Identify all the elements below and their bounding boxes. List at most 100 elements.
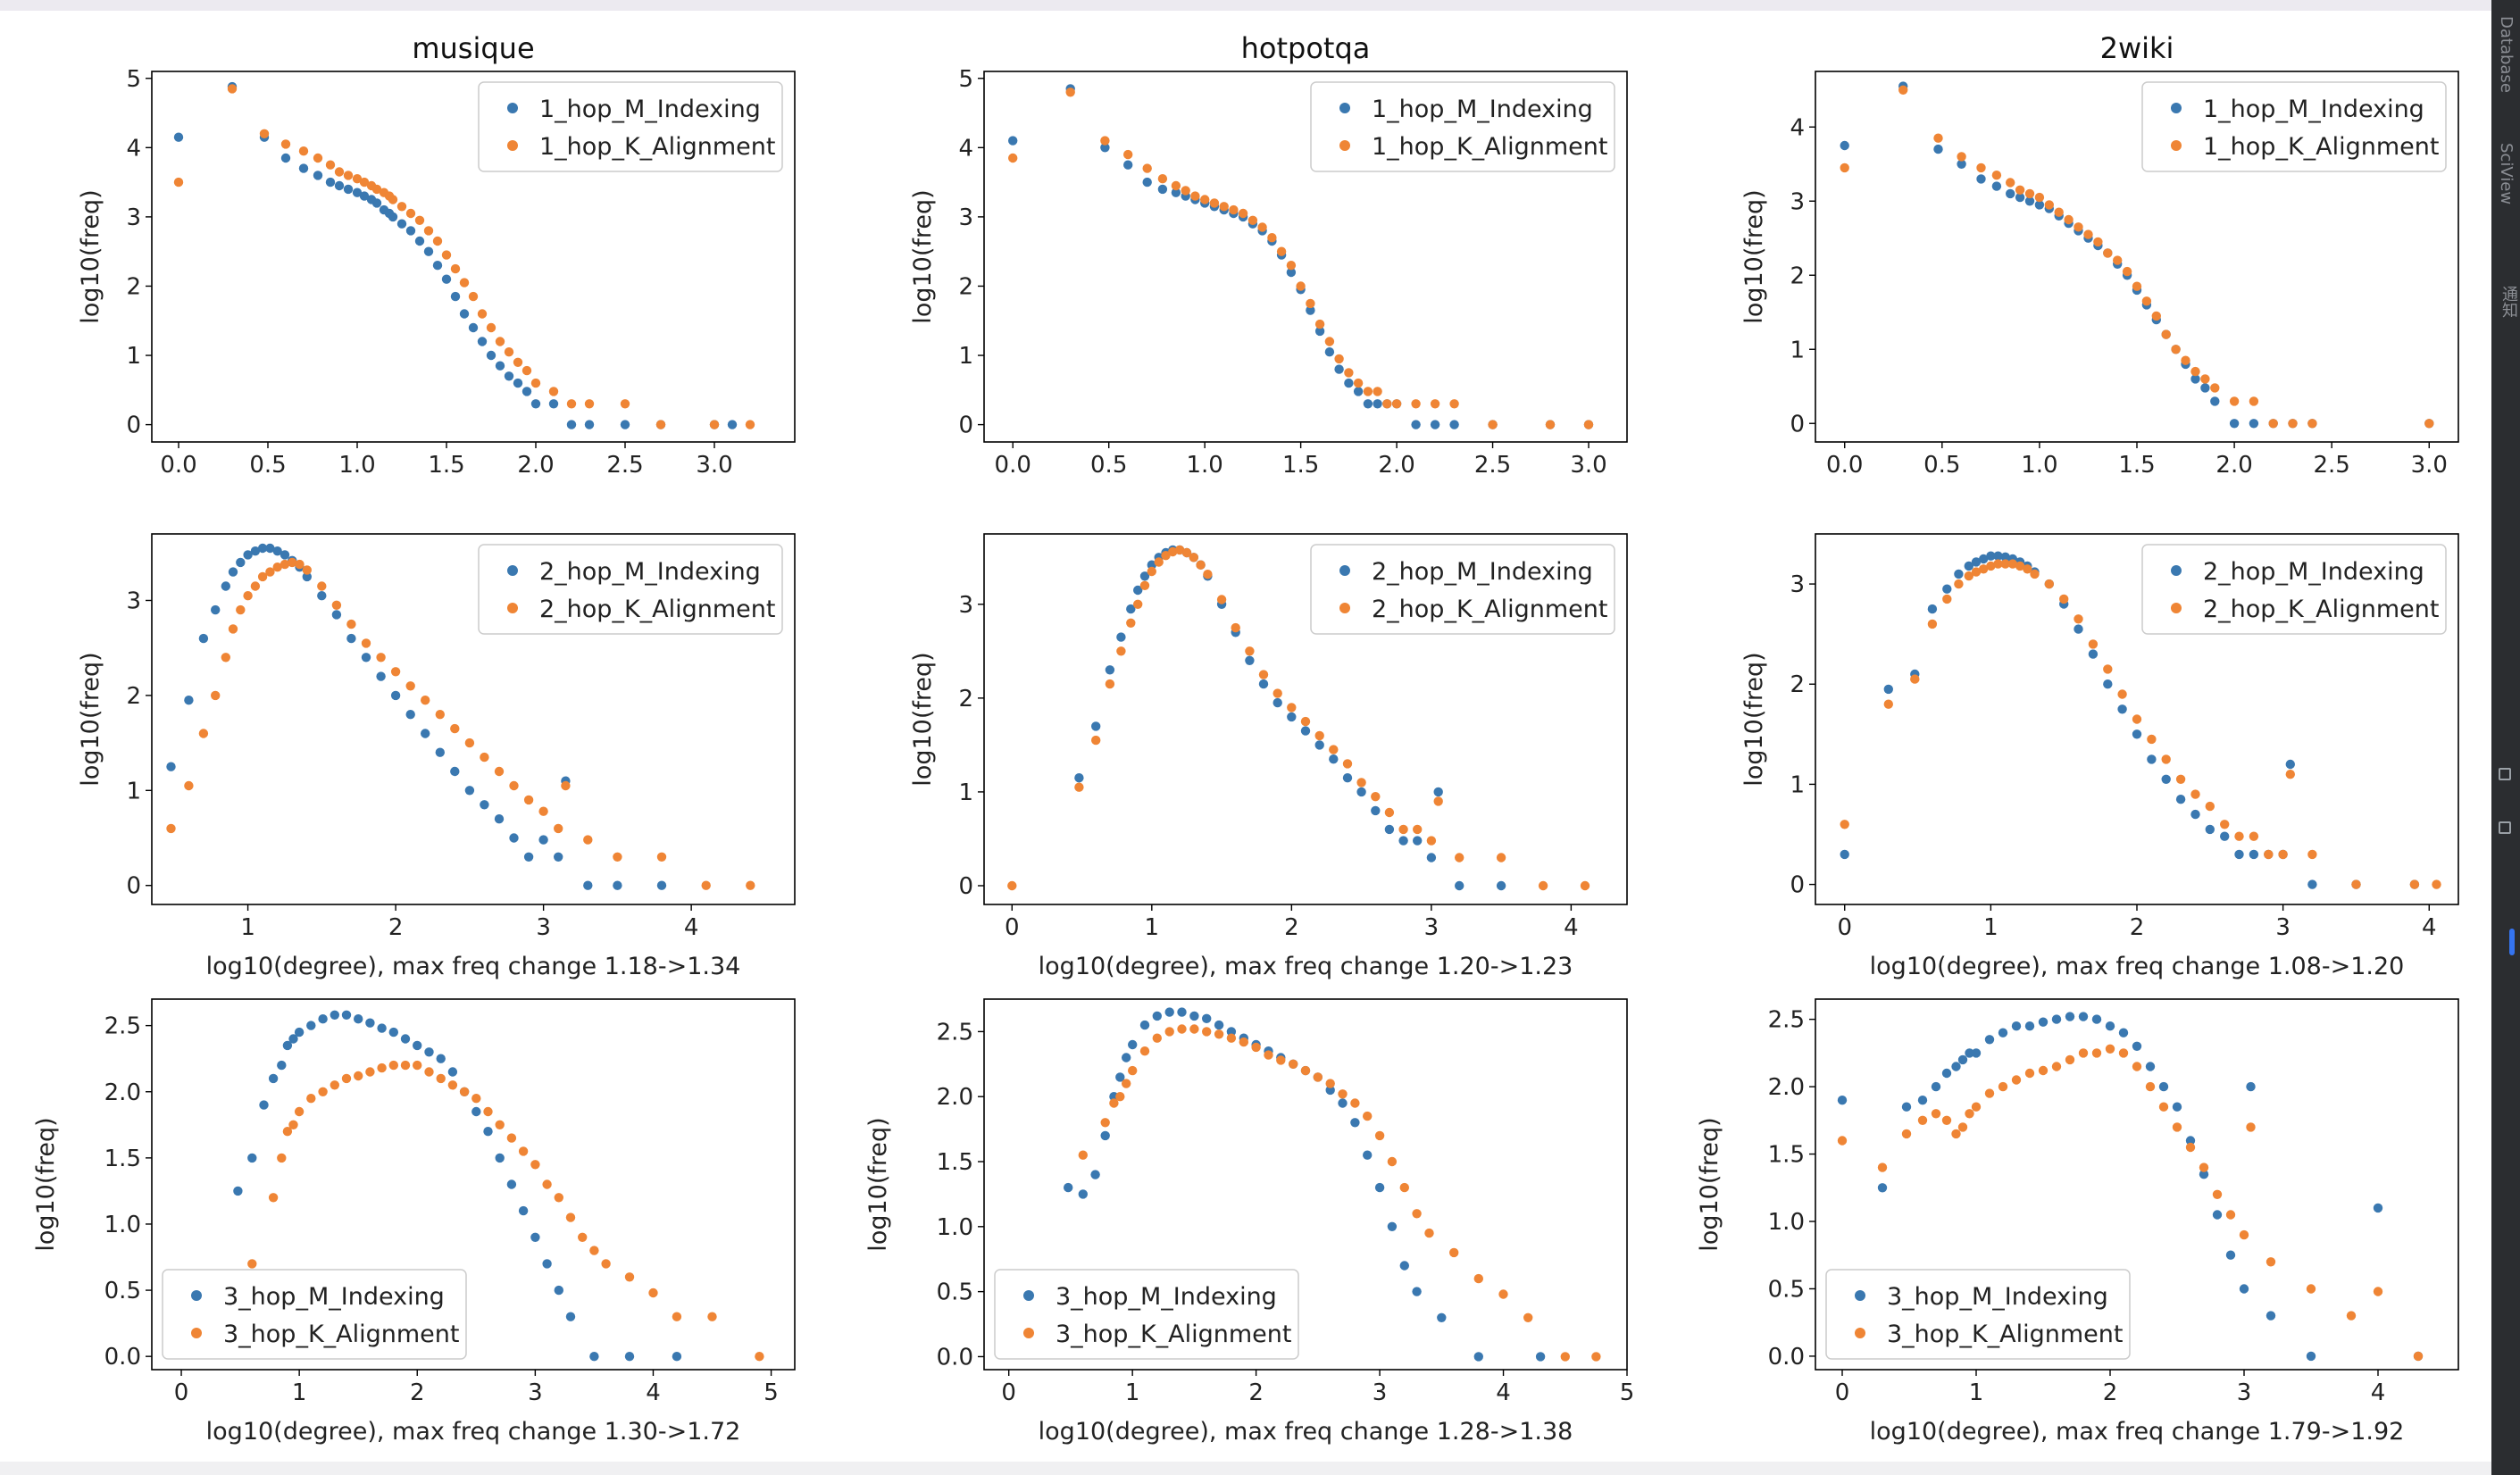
y-tick-label: 1.0 [937, 1214, 973, 1241]
series-indexing [166, 543, 667, 890]
x-axis-label: log10(degree), max freq change 1.20->1.2… [1039, 953, 1573, 980]
data-point [2234, 849, 2244, 860]
data-point [1219, 202, 1229, 212]
y-tick-label: 4 [1790, 114, 1805, 141]
legend-marker [1339, 603, 1350, 613]
panel-icon[interactable] [2499, 768, 2511, 780]
data-point [1257, 222, 1267, 232]
data-point [405, 226, 416, 236]
data-point [1993, 559, 2003, 569]
data-point [2249, 849, 2259, 860]
data-point [1353, 378, 1364, 388]
data-point [1171, 180, 1181, 191]
data-point [288, 1034, 298, 1044]
sciview-tool-tab[interactable]: SciView [2497, 143, 2516, 205]
data-point [1334, 354, 1344, 364]
y-tick-label: 0.0 [104, 1344, 141, 1371]
data-point [1411, 420, 1421, 429]
y-tick-label: 3 [958, 592, 973, 619]
data-point [1545, 420, 1556, 429]
data-point [1342, 773, 1353, 783]
data-point [414, 215, 425, 225]
data-point [1074, 782, 1084, 792]
series-alignment [1008, 88, 1594, 429]
data-point [495, 361, 505, 371]
data-point [405, 681, 415, 691]
data-point [423, 246, 434, 256]
y-tick-label: 3 [126, 204, 141, 231]
database-tool-tab[interactable]: Database [2497, 16, 2516, 93]
data-point [435, 710, 445, 720]
data-point [295, 559, 305, 570]
data-point [471, 1094, 481, 1104]
data-point [450, 723, 460, 734]
data-point [268, 1193, 279, 1203]
axes-frame [983, 533, 1628, 905]
data-point [583, 880, 593, 890]
x-axis-label: log10(degree), max freq change 1.18->1.3… [206, 953, 741, 980]
data-point [554, 823, 563, 834]
data-point [2239, 1229, 2249, 1240]
data-point [707, 1312, 717, 1321]
data-point [2000, 559, 2010, 569]
data-point [2103, 679, 2113, 689]
data-point [1971, 1102, 1982, 1112]
data-point [359, 177, 370, 188]
layout-icon[interactable] [2499, 821, 2511, 834]
x-tick-label: 2 [2130, 914, 2145, 941]
data-point [236, 557, 246, 568]
notifications-tool-tab[interactable]: 通知 [2499, 286, 2518, 318]
data-point [2091, 1048, 2102, 1058]
data-point [601, 1259, 611, 1269]
x-tick-label: 0.0 [995, 452, 1031, 479]
data-point [1105, 665, 1115, 675]
data-point [2172, 1102, 2182, 1112]
x-tick-label: 2.0 [2215, 452, 2252, 479]
y-tick-label: 0 [958, 873, 973, 900]
x-tick-label: 0 [174, 1379, 189, 1406]
data-point [1898, 85, 1908, 96]
data-point [1154, 557, 1164, 567]
data-point [396, 219, 407, 229]
data-point [1398, 824, 1408, 835]
data-point [1957, 152, 1966, 162]
data-point [298, 146, 309, 156]
data-point [459, 1087, 470, 1097]
data-point [2006, 178, 2015, 188]
data-point [1276, 1055, 1286, 1065]
x-tick-label: 4 [2371, 1379, 2386, 1406]
subplot-title: hotpotqa [1241, 31, 1371, 65]
data-point [313, 153, 323, 163]
data-point [1391, 399, 1402, 409]
legend-marker [2171, 603, 2182, 613]
legend-label: 3_hop_M_Indexing [223, 1283, 445, 1311]
data-point [2078, 1048, 2089, 1058]
data-point [755, 1352, 764, 1362]
data-point [341, 1073, 352, 1084]
data-point [565, 1312, 576, 1321]
legend-label: 3_hop_M_Indexing [1056, 1283, 1277, 1311]
data-point [1157, 174, 1168, 184]
data-point [1258, 670, 1269, 679]
y-tick-label: 5 [958, 66, 973, 93]
data-point [1964, 571, 1973, 581]
data-point [1286, 261, 1297, 271]
series-alignment [1007, 545, 1590, 891]
data-point [2051, 1062, 2062, 1071]
data-point [1344, 378, 1354, 388]
legend-label: 1_hop_K_Alignment [1372, 133, 1608, 161]
data-point [589, 1352, 599, 1362]
data-point [1139, 1046, 1150, 1056]
legend-box [478, 81, 783, 172]
data-point [1840, 820, 1849, 829]
series-alignment [173, 84, 755, 429]
legend-marker [507, 603, 518, 613]
data-point [1008, 153, 1018, 163]
axes-frame [1815, 998, 2459, 1371]
data-point [1840, 849, 1849, 860]
data-point [1976, 174, 1986, 184]
data-point [561, 780, 571, 791]
y-tick-label: 2 [1790, 671, 1805, 698]
data-point [613, 852, 622, 862]
legend-box [1310, 81, 1615, 172]
